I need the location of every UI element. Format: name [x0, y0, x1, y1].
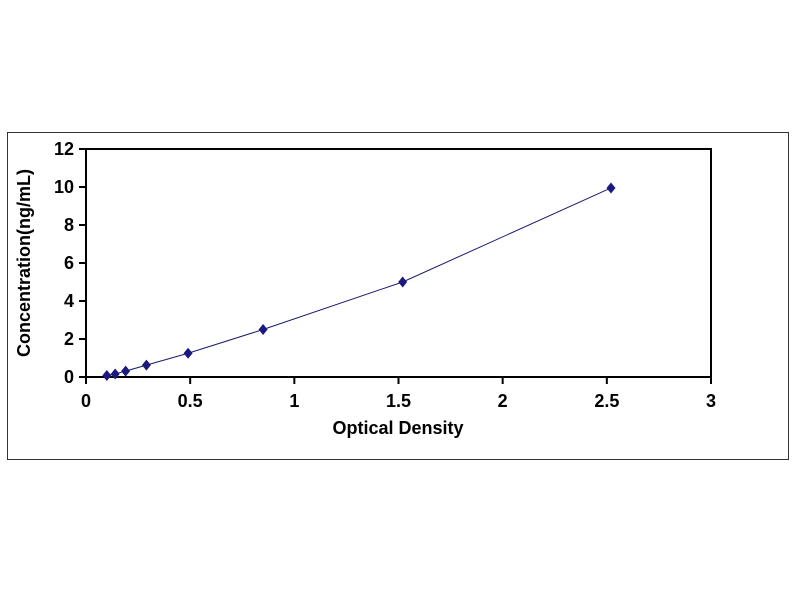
- svg-text:1: 1: [289, 391, 299, 411]
- svg-text:8: 8: [64, 215, 74, 235]
- chart-canvas: 0 0.5 1 1.5 2 2.5 3 0 2 4 6 8 10 12 Optical Density C…: [14, 139, 716, 438]
- svg-text:2.5: 2.5: [594, 391, 619, 411]
- elisa-standard-curve-figure: 0 0.5 1 1.5 2 2.5 3 0 2 4 6 8 10 12 Optical Density C…: [7, 132, 789, 460]
- standard-curve-series: [102, 182, 616, 382]
- svg-text:1.5: 1.5: [386, 391, 411, 411]
- svg-text:3: 3: [706, 391, 716, 411]
- svg-text:12: 12: [54, 139, 74, 159]
- svg-text:10: 10: [54, 177, 74, 197]
- svg-text:2: 2: [498, 391, 508, 411]
- svg-text:6: 6: [64, 253, 74, 273]
- svg-text:0.5: 0.5: [178, 391, 203, 411]
- svg-text:0: 0: [81, 391, 91, 411]
- y-axis-title: Concentration(ng/mL): [14, 169, 34, 357]
- svg-text:2: 2: [64, 329, 74, 349]
- svg-text:4: 4: [64, 291, 74, 311]
- axes: 0 0.5 1 1.5 2 2.5 3 0 2 4 6 8 10 12: [54, 139, 716, 411]
- svg-text:0: 0: [64, 367, 74, 387]
- x-axis-title: Optical Density: [332, 418, 463, 438]
